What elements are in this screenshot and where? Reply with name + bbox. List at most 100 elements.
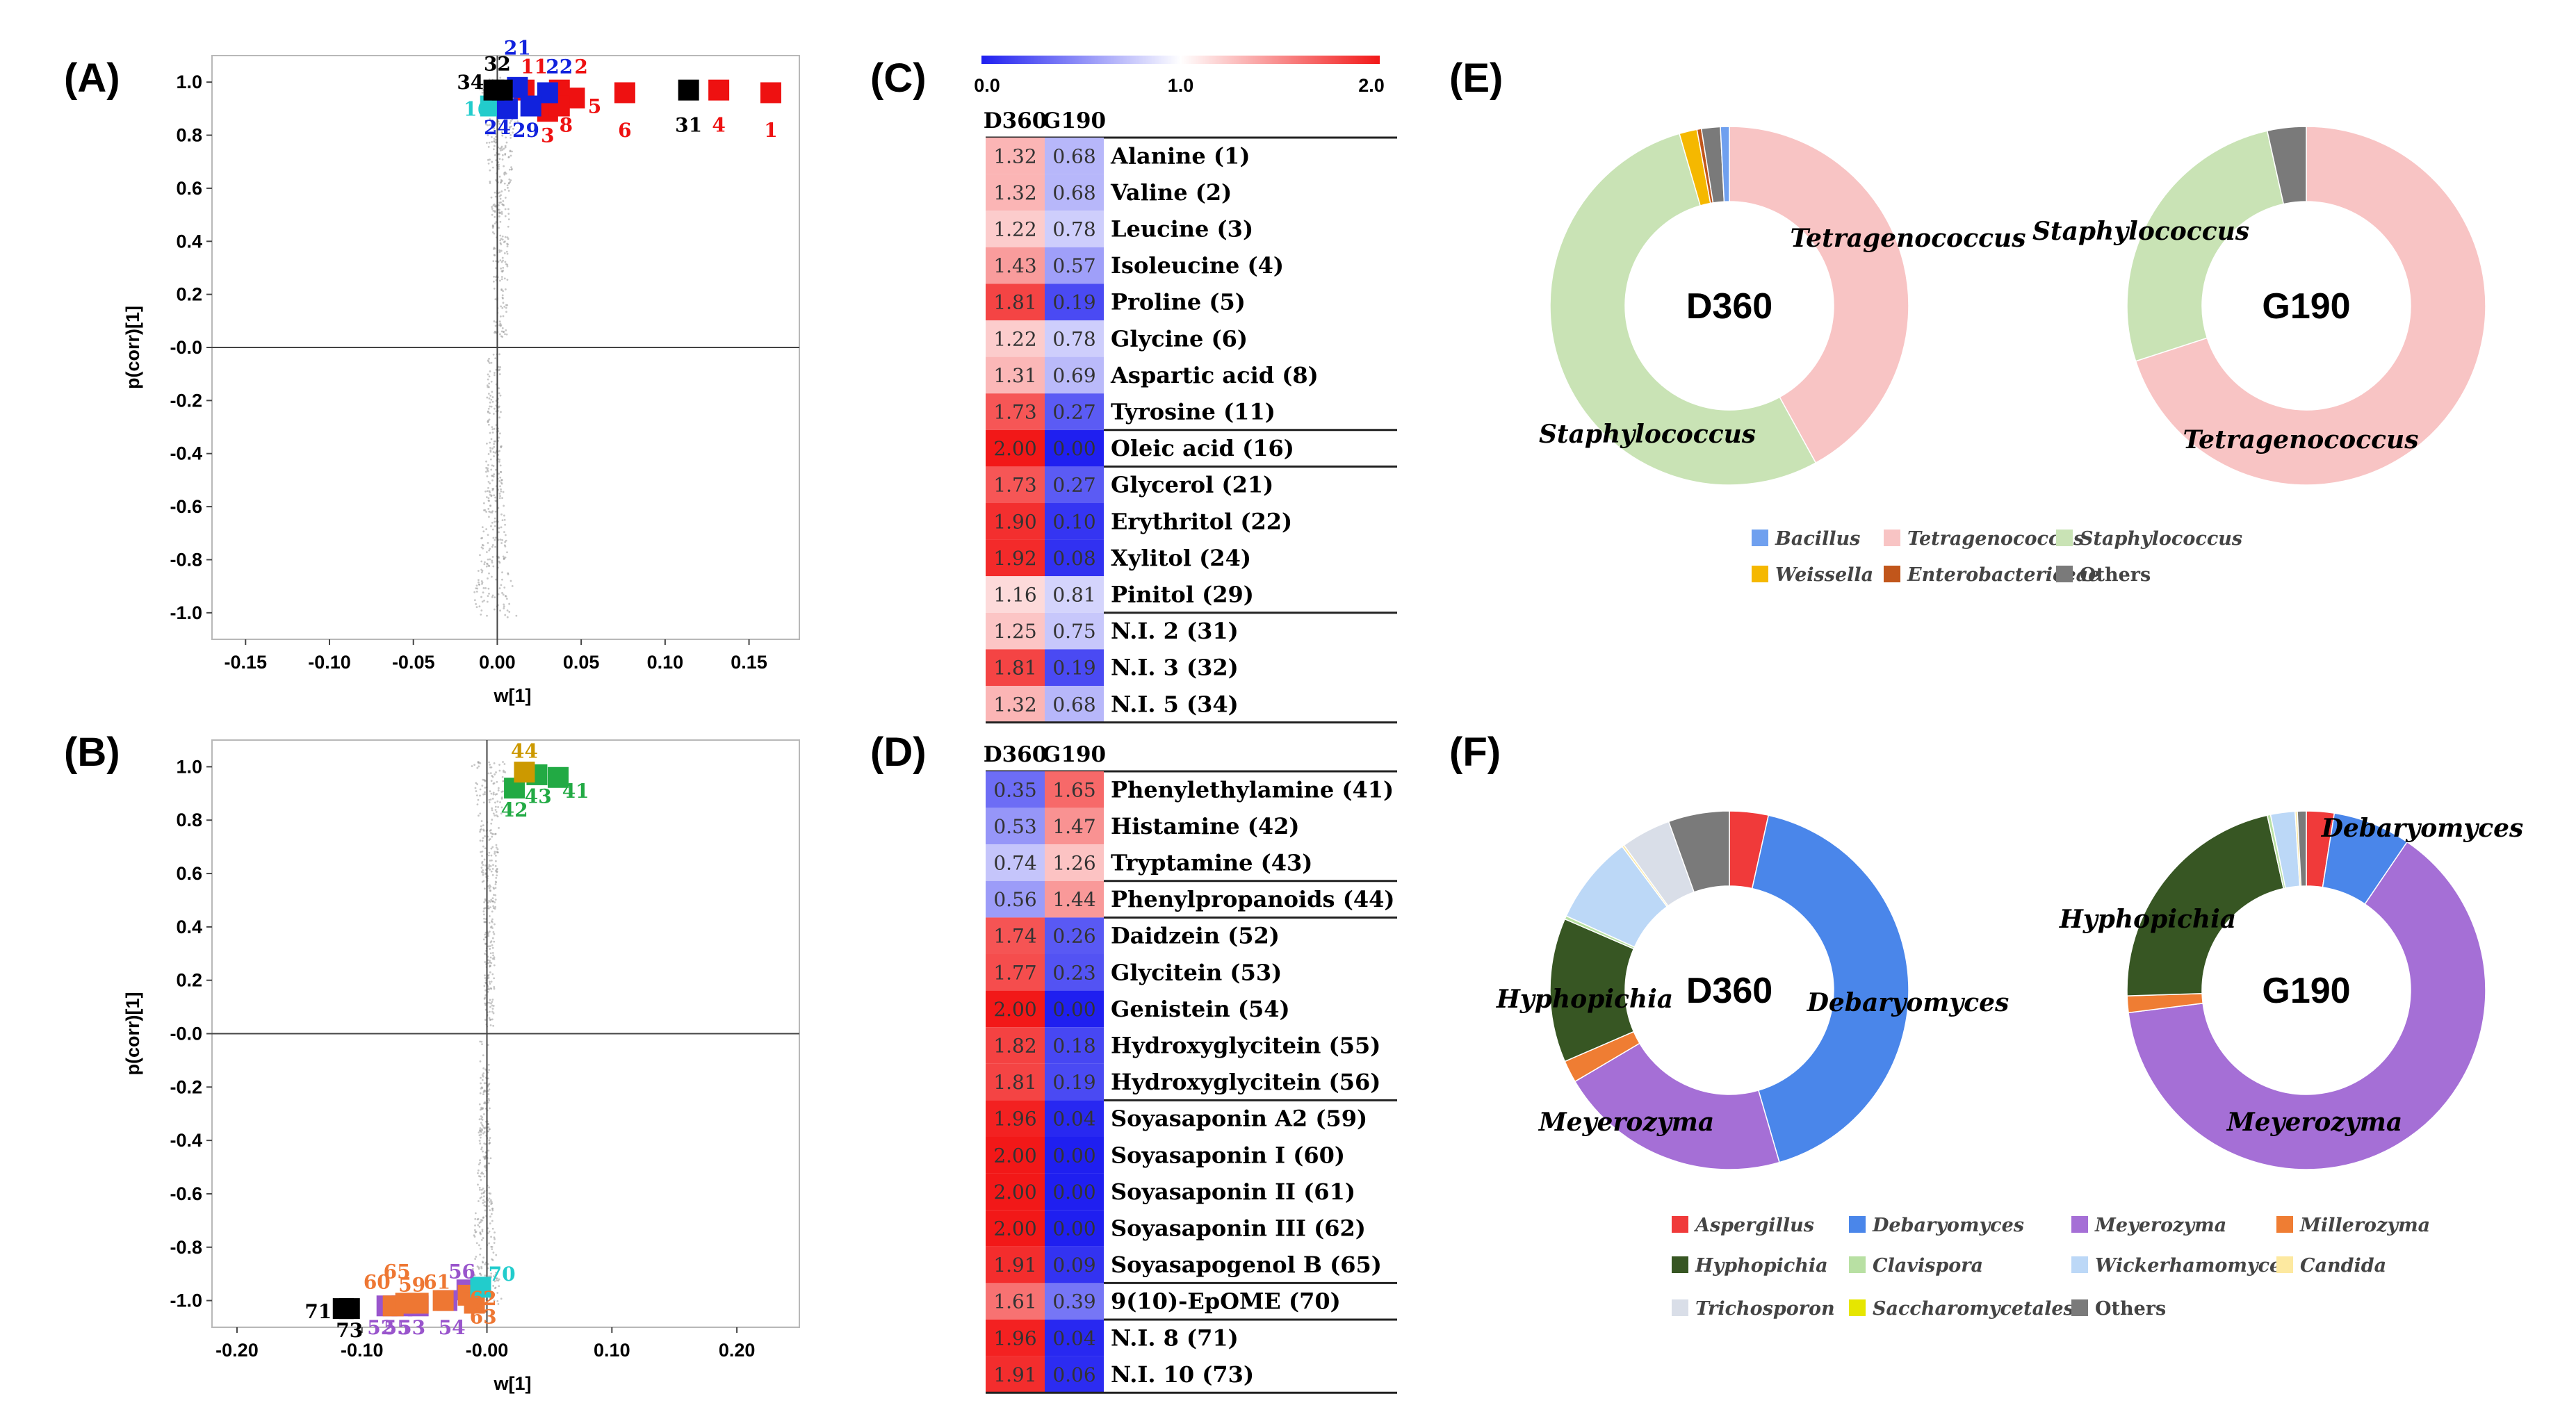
background-point (483, 563, 486, 566)
background-point (492, 1252, 495, 1254)
legend-entry: Wickerhamomyces (2095, 1255, 2292, 1277)
background-point (481, 600, 484, 603)
background-point (497, 366, 500, 368)
background-point (489, 370, 491, 372)
background-point (487, 463, 489, 466)
background-point (489, 441, 491, 444)
background-point (491, 1293, 494, 1295)
background-point (488, 1242, 490, 1245)
background-point (478, 605, 481, 608)
donut-slice-label: Meyerozyma (2226, 1108, 2402, 1137)
background-point (494, 357, 497, 360)
heat-cell (986, 1063, 1045, 1101)
background-point (491, 1202, 494, 1205)
background-point (491, 999, 494, 1001)
heat-row-label: Daidzein (52) (1111, 923, 1280, 949)
background-point (494, 133, 497, 135)
background-point (492, 791, 495, 794)
data-point-label: 73 (336, 1319, 363, 1342)
background-point (495, 1254, 498, 1256)
background-point (484, 961, 487, 963)
data-point-label: 42 (501, 798, 528, 821)
background-point (486, 384, 489, 387)
data-point-label: 24 (484, 116, 511, 139)
background-point (487, 975, 489, 977)
background-point (479, 1175, 482, 1178)
background-point (484, 1090, 487, 1093)
background-point (510, 166, 512, 169)
background-point (499, 197, 502, 200)
heat-cell (1045, 1137, 1104, 1174)
background-point (484, 587, 487, 589)
background-point (499, 801, 501, 803)
background-point (494, 887, 497, 889)
background-point (487, 1044, 489, 1047)
background-point (493, 138, 496, 140)
background-point (478, 1225, 481, 1228)
heat-cell (986, 844, 1045, 881)
heat-row-label: Genistein (54) (1111, 996, 1290, 1022)
heat-cell-value: 1.32 (993, 181, 1036, 204)
y-tick-label: -0.2 (170, 390, 202, 411)
x-axis-title: w[1] (494, 685, 532, 706)
background-point (497, 806, 500, 808)
background-point (482, 1150, 484, 1153)
background-point (499, 322, 502, 325)
background-point (503, 607, 505, 609)
legend-entry: Saccharomycetales (1873, 1298, 2074, 1320)
background-point (504, 523, 506, 526)
background-point (488, 930, 491, 933)
background-point (488, 865, 491, 868)
background-point (500, 179, 503, 181)
background-point (493, 956, 496, 959)
background-point (510, 125, 512, 128)
legend-swatch-enterobactericeae (1884, 566, 1900, 582)
background-point (504, 541, 507, 543)
background-point (496, 868, 498, 871)
background-point (488, 887, 491, 889)
background-point (493, 287, 496, 290)
background-point (478, 583, 481, 586)
background-point (505, 172, 507, 175)
background-point (489, 1215, 491, 1218)
background-point (496, 874, 498, 877)
background-point (501, 256, 504, 259)
background-point (479, 1060, 482, 1062)
x-tick-label: -0.10 (308, 652, 351, 673)
background-point (500, 288, 503, 290)
x-tick-label: -0.05 (392, 652, 435, 673)
background-point (493, 374, 496, 377)
background-point (475, 1256, 478, 1258)
background-point (494, 191, 496, 194)
background-point (487, 410, 489, 413)
background-point (512, 128, 514, 130)
background-point (491, 391, 494, 393)
heat-cell (1045, 284, 1104, 320)
background-point (498, 175, 501, 178)
background-point (482, 1188, 484, 1190)
background-point (498, 497, 501, 500)
background-point (490, 1213, 493, 1215)
legend-entry: Millerozyma (2299, 1215, 2430, 1236)
y-tick-label: 0.6 (176, 863, 202, 884)
background-point (489, 118, 491, 120)
background-point (478, 1140, 481, 1142)
data-point-label: 3 (541, 124, 554, 147)
background-point (491, 873, 494, 876)
x-tick-label: -0.15 (225, 652, 268, 673)
background-point (493, 247, 496, 249)
background-point (484, 864, 487, 867)
data-point-label: 11 (521, 55, 548, 78)
background-point (480, 537, 482, 540)
background-point (478, 765, 480, 768)
heat-cell (1045, 247, 1104, 284)
background-point (491, 489, 494, 491)
background-point (499, 220, 502, 223)
y-tick-label: -0.6 (170, 1183, 202, 1204)
background-point (489, 959, 491, 962)
background-point (480, 1192, 483, 1195)
background-point (482, 1192, 485, 1195)
background-point (498, 212, 501, 214)
background-point (494, 407, 496, 410)
background-point (509, 150, 512, 153)
